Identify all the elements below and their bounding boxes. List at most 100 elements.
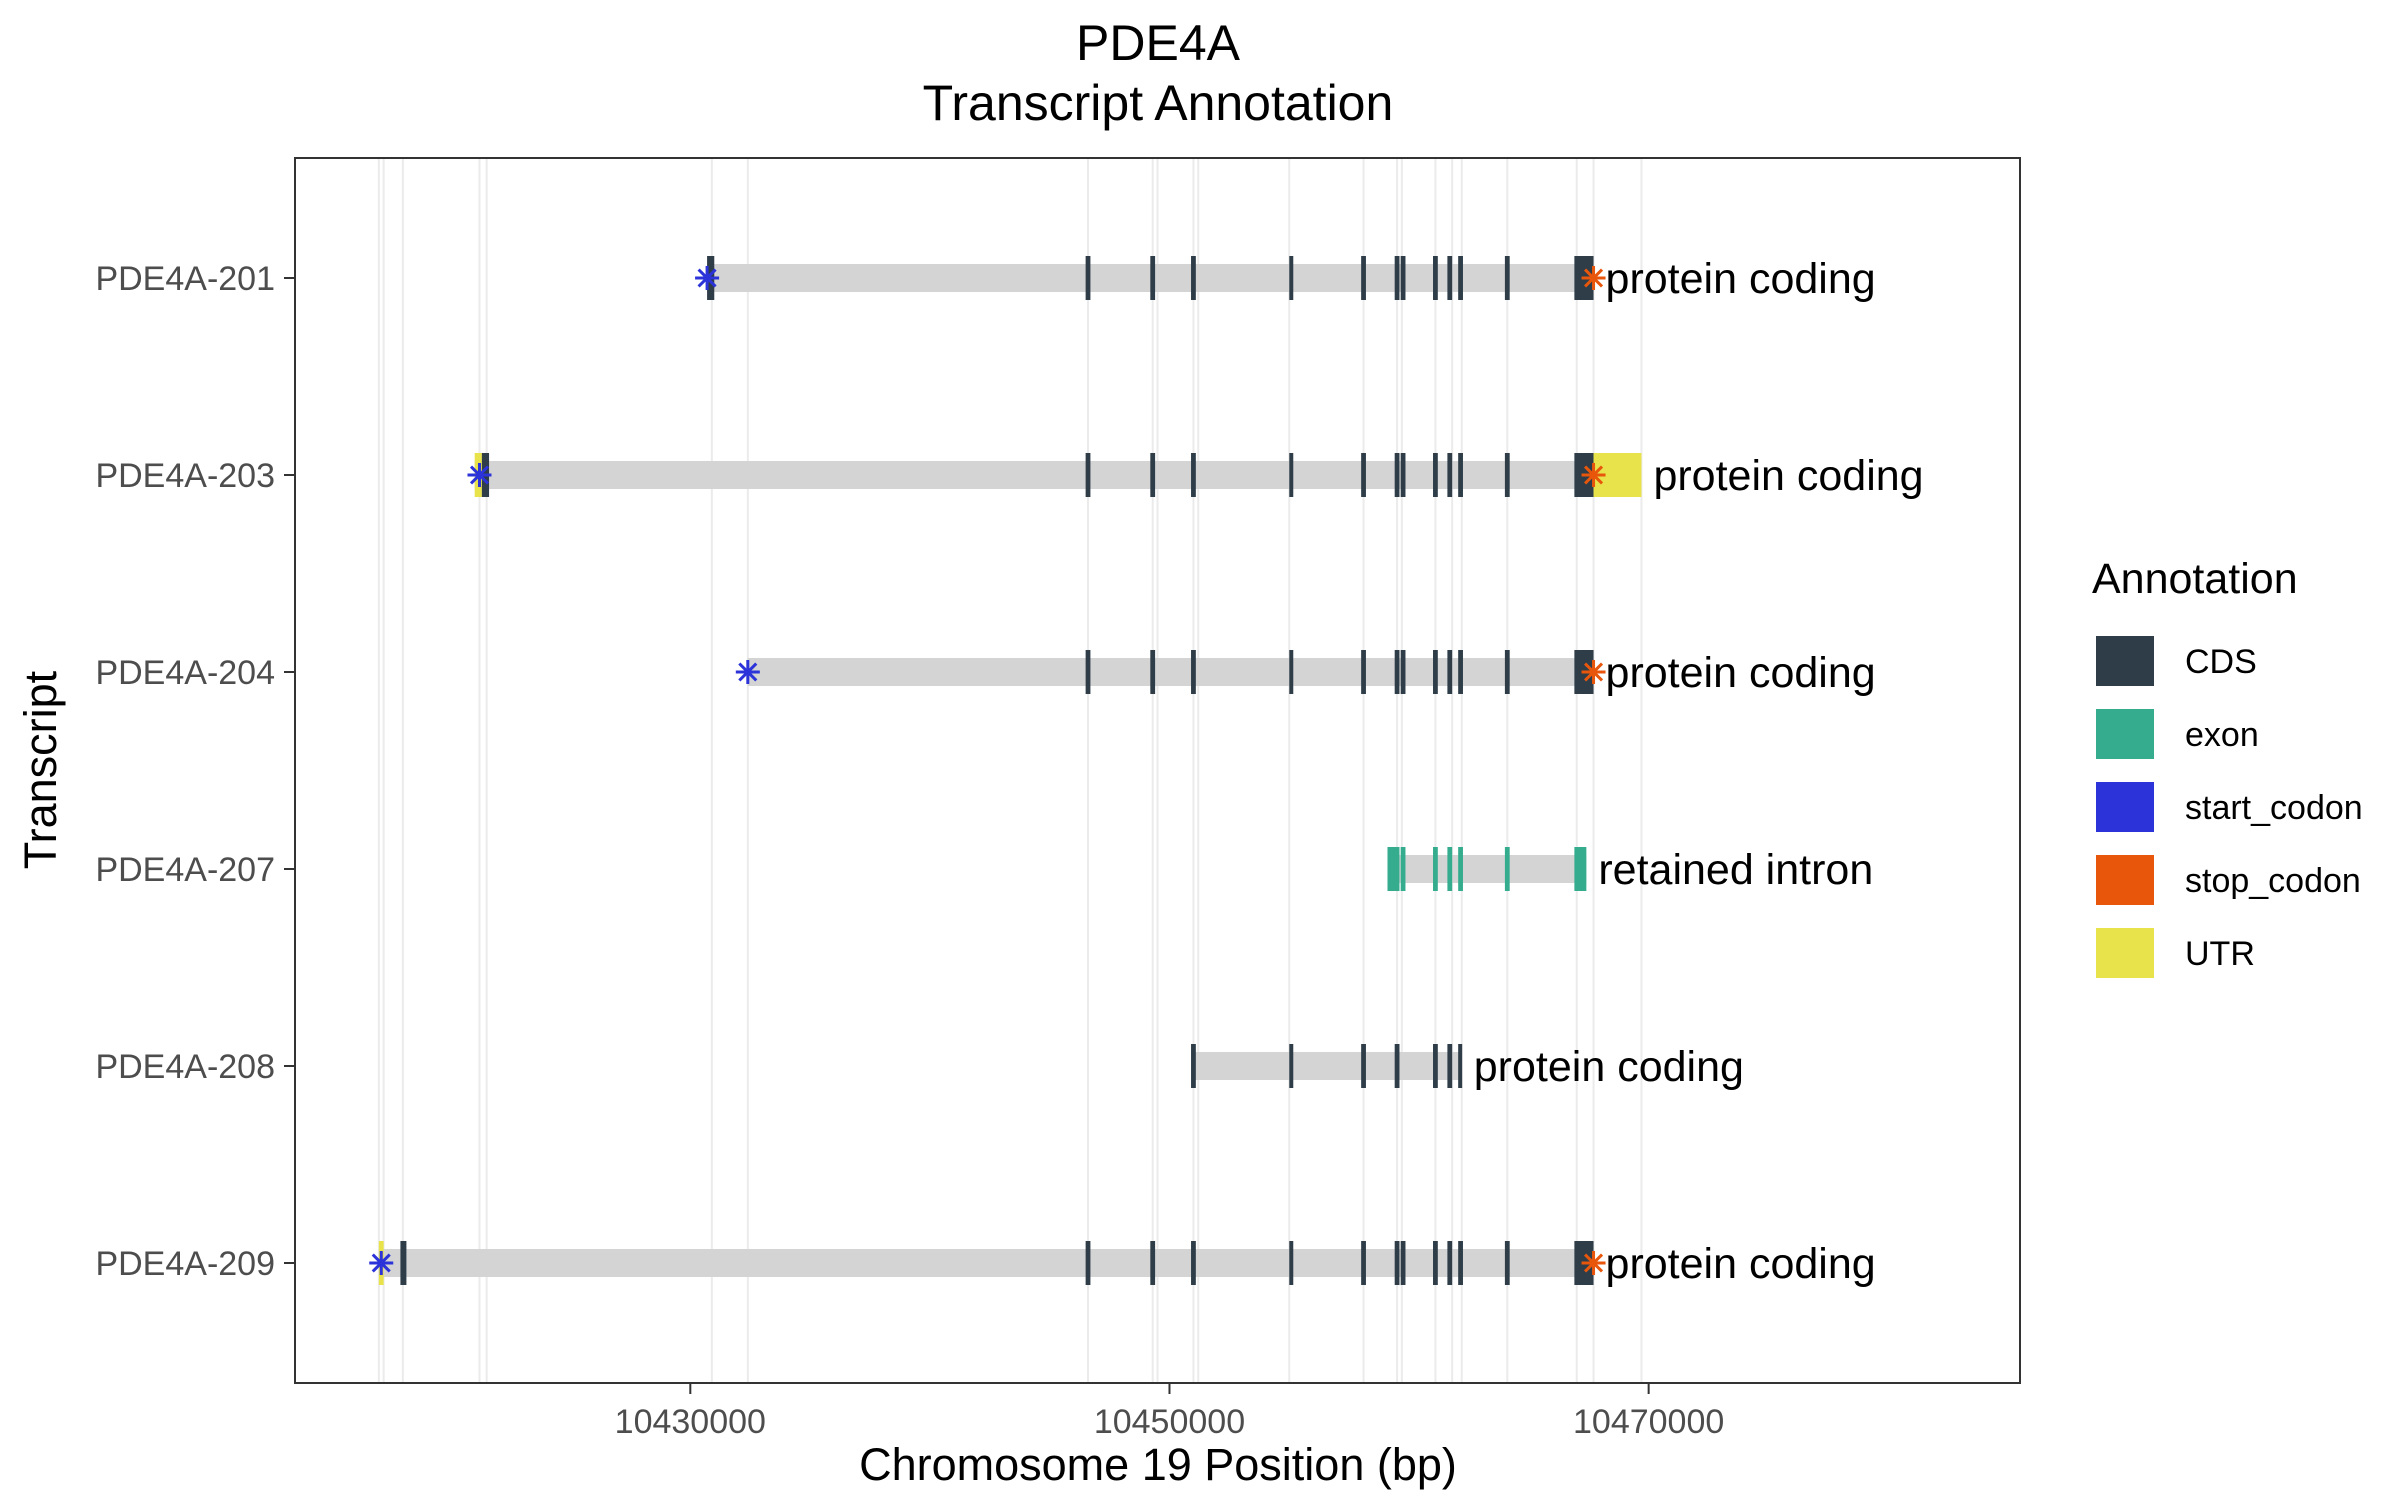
cds-block [1433, 453, 1438, 497]
y-tick-label: PDE4A-204 [95, 654, 275, 692]
intron-bar [1191, 1052, 1462, 1080]
intron-bar [378, 1249, 1594, 1277]
start-codon-marker [735, 660, 760, 684]
cds-block [1447, 453, 1453, 497]
cds-block [1150, 1241, 1156, 1285]
cds-block [1361, 256, 1366, 300]
stop-codon-marker [1581, 463, 1606, 487]
cds-block [1191, 256, 1196, 300]
legend-key [2096, 855, 2154, 905]
cds-block [1458, 1241, 1463, 1285]
track-layer [378, 256, 1642, 1285]
exon-block [1387, 847, 1400, 891]
biotype-label: retained intron [1598, 846, 1873, 894]
y-axis-title: Transcript [15, 670, 66, 869]
plot-panel-border [294, 157, 2021, 1384]
cds-block [1191, 1044, 1196, 1088]
cds-block [400, 1241, 407, 1285]
stop-codon-marker [1581, 266, 1606, 290]
cds-block [1400, 256, 1406, 300]
cds-block [1289, 1241, 1294, 1285]
legend-key [2096, 636, 2154, 686]
intron-bar [474, 461, 1642, 489]
legend-key [2096, 928, 2154, 978]
cds-block [1394, 650, 1400, 694]
y-tick-label: PDE4A-203 [95, 457, 275, 495]
cds-block [1400, 1241, 1406, 1285]
cds-block [1504, 1241, 1510, 1285]
start-codon-marker [467, 463, 492, 487]
cds-block [1289, 256, 1294, 300]
cds-block [1289, 453, 1294, 497]
exon-block [1447, 847, 1453, 891]
legend-label: exon [2185, 716, 2259, 754]
chart-title: PDE4A [1076, 15, 1241, 71]
legend-label: start_codon [2185, 789, 2363, 827]
cds-block [1085, 453, 1091, 497]
marker-layer [369, 266, 1606, 1275]
cds-block [1085, 650, 1091, 694]
intron-bar [1387, 855, 1587, 883]
stop-codon-marker [1581, 660, 1606, 684]
cds-block [1504, 650, 1510, 694]
cds-block [1361, 1241, 1366, 1285]
cds-block [1191, 650, 1196, 694]
cds-block [1150, 256, 1156, 300]
start-codon-marker [369, 1251, 394, 1275]
cds-block [1447, 1044, 1453, 1088]
cds-block [1085, 1241, 1091, 1285]
cds-block [1361, 453, 1366, 497]
cds-block [1458, 453, 1463, 497]
start-codon-marker [695, 266, 720, 290]
cds-block [1394, 1044, 1400, 1088]
legend-key [2096, 782, 2154, 832]
exon-block [1400, 847, 1406, 891]
cds-block [1191, 453, 1196, 497]
cds-block [1447, 256, 1453, 300]
cds-block [1361, 1044, 1366, 1088]
legend: Annotation CDS exon start_codon stop_codon U… [2092, 555, 2363, 978]
cds-block [1458, 256, 1463, 300]
cds-block [1394, 453, 1400, 497]
cds-block [1433, 1241, 1438, 1285]
y-axis: PDE4A-209 PDE4A-208 PDE4A-207 PDE4A-204 PDE4… [95, 260, 295, 1283]
x-axis: 10430000 10450000 10470000 [615, 1383, 1724, 1441]
stop-codon-marker [1581, 1251, 1606, 1275]
exon-block [1574, 847, 1587, 891]
x-tick-label: 10430000 [615, 1403, 766, 1441]
cds-block [1289, 650, 1294, 694]
cds-block [1447, 1241, 1453, 1285]
legend-label: CDS [2185, 643, 2257, 681]
cds-block [1085, 256, 1091, 300]
legend-label: stop_codon [2185, 862, 2361, 900]
cds-block [1433, 1044, 1438, 1088]
cds-block [1150, 650, 1156, 694]
y-tick-label: PDE4A-201 [95, 260, 275, 298]
biotype-label: protein coding [1653, 452, 1923, 500]
cds-block [1504, 256, 1510, 300]
cds-block [1361, 650, 1366, 694]
legend-label: UTR [2185, 935, 2255, 973]
exon-block [1504, 847, 1510, 891]
biotype-label: protein coding [1606, 1240, 1876, 1288]
cds-block [1504, 453, 1510, 497]
legend-key [2096, 709, 2154, 759]
cds-block [1191, 1241, 1196, 1285]
cds-block [1400, 650, 1406, 694]
biotype-label: protein coding [1606, 649, 1876, 697]
x-tick-label: 10470000 [1573, 1403, 1724, 1441]
cds-block [1447, 650, 1453, 694]
y-tick-label: PDE4A-208 [95, 1048, 275, 1086]
exon-block [1458, 847, 1463, 891]
cds-block [1433, 650, 1438, 694]
legend-title: Annotation [2092, 555, 2298, 603]
cds-block [1289, 1044, 1294, 1088]
x-axis-title: Chromosome 19 Position (bp) [859, 1439, 1457, 1490]
chart-subtitle: Transcript Annotation [923, 75, 1394, 131]
exon-block [1433, 847, 1438, 891]
cds-block [1394, 256, 1400, 300]
cds-block [1150, 453, 1156, 497]
cds-block [1394, 1241, 1400, 1285]
x-tick-label: 10450000 [1094, 1403, 1245, 1441]
